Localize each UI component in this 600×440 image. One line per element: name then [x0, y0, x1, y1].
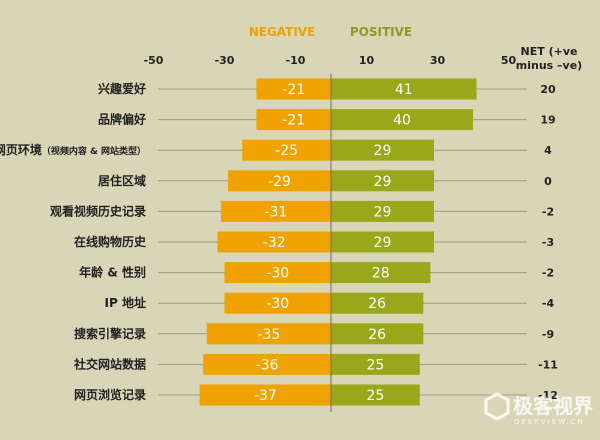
positive-bar [331, 109, 473, 131]
net-value-label: -11 [538, 358, 558, 371]
positive-value-label: 28 [372, 266, 390, 282]
positive-value-label: 40 [393, 113, 411, 129]
category-label: 网页环境（视频内容 & 网站类型） [0, 142, 146, 157]
negative-value-label: -21 [282, 113, 305, 129]
positive-value-label: 25 [366, 388, 384, 404]
positive-value-label: 41 [395, 82, 413, 98]
watermark-text: 极客视界 [513, 394, 593, 418]
negative-value-label: -37 [254, 388, 277, 404]
x-tick-label: -50 [144, 54, 164, 67]
net-value-label: 0 [544, 175, 552, 188]
chart-row: 搜索引擎记录 -35 26 -9 [74, 323, 554, 345]
chart-row: 网页浏览记录 -37 25 -12 [74, 384, 558, 406]
negative-value-label: -36 [256, 357, 279, 373]
positive-bar [331, 200, 434, 222]
positive-bar [331, 170, 434, 192]
net-value-label: 20 [540, 83, 556, 96]
net-header-line2: minus –ve) [516, 59, 582, 72]
net-header-line1: NET (+ve [521, 45, 578, 58]
positive-value-label: 29 [374, 235, 392, 251]
positive-value-label: 26 [368, 327, 386, 343]
positive-bar [331, 231, 434, 253]
negative-value-label: -30 [266, 266, 289, 282]
positive-value-label: 29 [374, 174, 392, 190]
positive-bar [331, 292, 424, 314]
negative-bar [199, 384, 331, 406]
chart-row: 兴趣爱好 -21 41 20 [98, 78, 556, 100]
net-value-label: -2 [542, 267, 554, 280]
net-value-label: -2 [542, 205, 554, 218]
negative-bar [256, 109, 331, 131]
negative-value-label: -29 [268, 174, 291, 190]
negative-value-label: -32 [263, 235, 286, 251]
net-value-label: -12 [538, 389, 558, 402]
watermark-subtext: GEEKVIEW.CN [514, 418, 585, 426]
x-tick-label: 50 [501, 54, 517, 67]
category-label: 年龄 & 性别 [79, 265, 146, 280]
x-tick-label: -10 [286, 54, 306, 67]
positive-bar [331, 353, 420, 375]
positive-value-label: 26 [368, 296, 386, 312]
chart-row: 观看视频历史记录 -31 29 -2 [50, 200, 554, 222]
negative-bar [220, 200, 331, 222]
category-label: 品牌偏好 [98, 112, 146, 127]
x-tick-label: 30 [430, 54, 446, 67]
net-value-label: 4 [544, 144, 552, 157]
negative-value-label: -35 [257, 327, 280, 343]
category-label: 搜索引擎记录 [74, 326, 146, 341]
chart-row: 品牌偏好 -21 40 19 [98, 109, 556, 131]
chart-row: 网页环境（视频内容 & 网站类型） -25 29 4 [0, 139, 552, 161]
positive-bar [331, 384, 420, 406]
category-label: 居住区域 [98, 173, 146, 188]
chart-row: 居住区域 -29 29 0 [98, 170, 552, 192]
category-label: 在线购物历史 [74, 234, 147, 249]
net-value-label: -4 [542, 297, 555, 310]
category-label: IP 地址 [105, 295, 146, 310]
positive-bar [331, 78, 477, 100]
negative-bar [228, 170, 331, 192]
chart-row: 年龄 & 性别 -30 28 -2 [79, 262, 554, 284]
x-axis-ticks: -50 -30 -10 10 30 50 [144, 54, 517, 67]
positive-value-label: 29 [374, 143, 392, 159]
x-tick-label: 10 [359, 54, 375, 67]
hexagon-g-icon [484, 392, 510, 421]
x-tick-label: -30 [215, 54, 235, 67]
positive-bar [331, 139, 434, 161]
negative-bar [242, 139, 331, 161]
positive-bar [331, 323, 424, 345]
positive-value-label: 25 [366, 357, 384, 373]
negative-value-label: -21 [282, 82, 305, 98]
net-value-label: 19 [540, 114, 555, 127]
negative-bar [217, 231, 331, 253]
positive-value-label: 29 [374, 204, 392, 220]
negative-bar [224, 262, 331, 284]
category-label: 观看视频历史记录 [50, 203, 146, 218]
negative-bar [203, 353, 331, 375]
net-value-label: -3 [542, 236, 554, 249]
category-label: 网页浏览记录 [74, 387, 146, 402]
chart-row: 社交网站数据 -36 25 -11 [73, 353, 558, 375]
positive-bar [331, 262, 431, 284]
negative-value-label: -30 [266, 296, 289, 312]
chart-row: 在线购物历史 -32 29 -3 [74, 231, 554, 253]
category-label: 社交网站数据 [73, 356, 146, 371]
net-value-label: -9 [542, 328, 554, 341]
legend-positive: POSITIVE [350, 25, 412, 39]
negative-bar [206, 323, 331, 345]
legend-negative: NEGATIVE [249, 25, 316, 39]
negative-value-label: -25 [275, 143, 298, 159]
chart-row: IP 地址 -30 26 -4 [105, 292, 555, 314]
negative-value-label: -31 [265, 204, 288, 220]
negative-bar [256, 78, 331, 100]
category-label: 兴趣爱好 [98, 81, 146, 96]
negative-bar [224, 292, 331, 314]
